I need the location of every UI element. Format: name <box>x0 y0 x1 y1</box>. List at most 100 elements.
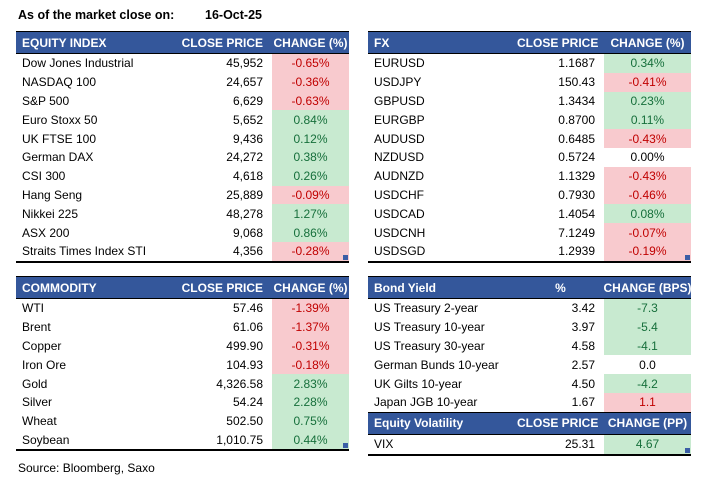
change-value: 0.26% <box>272 166 349 186</box>
change-value: -4.1 <box>604 336 691 356</box>
change-value: -7.3 <box>604 299 691 318</box>
table-row: S&P 500 6,629 -0.63% <box>16 91 349 111</box>
table-row: USDCHF 0.7930 -0.46% <box>368 185 691 205</box>
instrument-name: USDCHF <box>374 187 424 202</box>
instrument-name: UK FTSE 100 <box>22 131 97 146</box>
table-row: Copper 499.90 -0.31% <box>16 336 349 356</box>
table-row: EURGBP 0.8700 0.11% <box>368 110 691 130</box>
instrument-name: GBPUSD <box>374 93 425 108</box>
instrument-name: Hang Seng <box>22 187 83 202</box>
column-header-price: CLOSE PRICE <box>517 416 599 431</box>
fx-header-row: FX CLOSE PRICE CHANGE (%) <box>368 31 691 54</box>
change-value: 0.08% <box>604 204 691 224</box>
close-price: 9,068 <box>232 225 263 240</box>
instrument-name: USDJPY <box>374 75 422 90</box>
instrument-name: Brent <box>22 320 51 335</box>
close-price: 9,436 <box>232 131 263 146</box>
change-value: 0.44% <box>272 430 349 450</box>
table-row: Soybean 1,010.75 0.44% <box>16 430 349 450</box>
column-header-title: FX <box>374 35 390 50</box>
change-value: -4.2 <box>604 374 691 393</box>
bond-yield-header-row: Bond Yield% CHANGE (BPS) <box>368 276 692 299</box>
change-value: 0.84% <box>272 110 349 130</box>
close-price: 1,010.75 <box>216 432 263 447</box>
close-price: 0.7930 <box>558 187 595 202</box>
close-price: 61.06 <box>232 320 263 335</box>
column-header-price: % <box>555 280 566 295</box>
instrument-name: German Bunds 10-year <box>374 357 499 372</box>
table-row: Euro Stoxx 50 5,652 0.84% <box>16 110 349 130</box>
change-value: -0.43% <box>604 166 691 186</box>
table-row: Dow Jones Industrial 45,952 -0.65% <box>16 54 349 73</box>
table-row: Straits Times Index STI 4,356 -0.28% <box>16 241 349 261</box>
table-row: Hang Seng 25,889 -0.09% <box>16 185 349 205</box>
instrument-name: NASDAQ 100 <box>22 75 97 90</box>
column-header-price: CLOSE PRICE <box>181 35 263 50</box>
change-value: -0.65% <box>272 54 349 73</box>
instrument-name: WTI <box>22 301 44 316</box>
close-price: 150.43 <box>558 75 595 90</box>
close-price: 7.1249 <box>558 225 595 240</box>
table-resize-handle <box>343 443 348 449</box>
table-row: AUDNZD 1.1329 -0.43% <box>368 166 691 186</box>
table-row: Nikkei 225 48,278 1.27% <box>16 204 349 224</box>
instrument-name: Gold <box>22 376 48 391</box>
change-value: -0.18% <box>272 355 349 375</box>
close-price: 3.42 <box>571 301 595 316</box>
table-row: Gold 4,326.58 2.83% <box>16 374 349 393</box>
instrument-name: US Treasury 10-year <box>374 320 485 335</box>
change-value: -0.63% <box>272 91 349 111</box>
close-price: 502.50 <box>226 414 263 429</box>
as-of-label: As of the market close on: <box>18 8 175 22</box>
bond-and-volatility-tables: Bond Yield% CHANGE (BPS) US Treasury 2-yea… <box>368 276 692 456</box>
instrument-name: Wheat <box>22 414 57 429</box>
column-header-title: Bond Yield <box>374 280 437 295</box>
instrument-name: VIX <box>374 437 394 452</box>
bond-yield-table: Bond Yield% CHANGE (BPS) US Treasury 2-yea… <box>368 276 692 412</box>
instrument-name: EURUSD <box>374 56 425 71</box>
table-row: CSI 300 4,618 0.26% <box>16 166 349 186</box>
change-value: -0.36% <box>272 72 349 92</box>
instrument-name: German DAX <box>22 150 94 165</box>
change-value: 2.28% <box>272 392 349 412</box>
instrument-name: Japan JGB 10-year <box>374 395 478 410</box>
close-price: 1.67 <box>571 395 595 410</box>
change-value: 0.86% <box>272 223 349 242</box>
change-value: 4.67 <box>604 434 691 454</box>
column-header-change: CHANGE (%) <box>273 280 348 295</box>
close-price: 25.31 <box>564 437 595 452</box>
table-row: USDJPY 150.43 -0.41% <box>368 72 691 92</box>
commodity-table: COMMODITY CLOSE PRICE CHANGE (%) WTI 57.46 -1… <box>16 276 349 452</box>
close-price: 0.5724 <box>558 150 595 165</box>
column-header-title: EQUITY INDEX <box>22 35 107 50</box>
change-value: 0.75% <box>272 411 349 431</box>
close-price: 6,629 <box>232 93 263 108</box>
equity-volatility-header-row: Equity Volatility CLOSE PRICE CHANGE (PP) <box>368 411 691 435</box>
table-row: USDCNH 7.1249 -0.07% <box>368 223 691 242</box>
column-header-price: CLOSE PRICE <box>517 35 599 50</box>
close-price: 25,889 <box>226 187 263 202</box>
change-value: -0.31% <box>272 336 349 356</box>
column-header-title: COMMODITY <box>22 280 97 295</box>
change-value: 1.27% <box>272 204 349 224</box>
table-row: AUDUSD 0.6485 -0.43% <box>368 129 691 148</box>
change-value: 0.34% <box>604 54 691 73</box>
instrument-name: Euro Stoxx 50 <box>22 112 98 127</box>
close-price: 5,652 <box>232 112 263 127</box>
instrument-name: US Treasury 2-year <box>374 301 479 316</box>
table-resize-handle <box>685 447 690 453</box>
table-row: Wheat 502.50 0.75% <box>16 411 349 431</box>
close-price: 1.4054 <box>558 206 595 221</box>
change-value: -0.28% <box>272 241 349 261</box>
change-value: 1.1 <box>604 392 691 412</box>
change-value: -0.41% <box>604 72 691 92</box>
table-row: German Bunds 10-year 2.57 0.0 <box>368 355 691 374</box>
table-row: GBPUSD 1.3434 0.23% <box>368 91 691 111</box>
change-value: -1.37% <box>272 317 349 337</box>
close-price: 104.93 <box>226 357 263 372</box>
instrument-name: Copper <box>22 338 62 353</box>
instrument-name: Straits Times Index STI <box>22 244 147 259</box>
close-price: 1.2939 <box>558 244 595 259</box>
column-header-change: CHANGE (%) <box>273 35 348 50</box>
